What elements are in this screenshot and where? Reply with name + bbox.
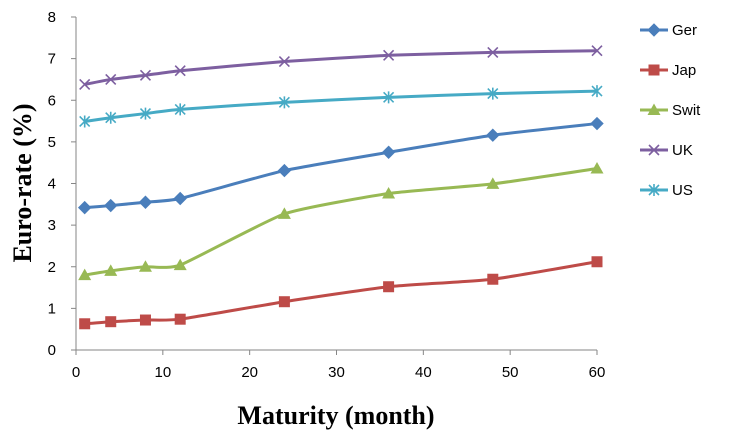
y-tick-label: 8: [48, 9, 56, 26]
data-point-uk: [139, 69, 152, 81]
y-tick-label: 5: [48, 134, 56, 151]
data-point-ger: [590, 116, 604, 131]
x-tick-label: 50: [502, 364, 519, 381]
legend-item-swit: Swit: [640, 102, 701, 119]
legend-item-ger: Ger: [640, 22, 697, 39]
legend-marker-us: [648, 184, 660, 196]
data-point-swit: [277, 207, 291, 219]
y-tick-label: 0: [48, 342, 56, 359]
data-point-jap: [139, 314, 151, 326]
y-tick-label: 3: [48, 217, 56, 234]
data-point-uk: [278, 55, 290, 68]
y-axis-title: Euro-rate (%): [8, 103, 37, 262]
data-point-jap: [278, 296, 290, 308]
series-us: [79, 85, 603, 128]
data-point-swit: [590, 162, 604, 174]
data-point-uk: [174, 65, 186, 77]
x-tick-label: 60: [589, 364, 606, 381]
x-tick-label: 30: [328, 364, 345, 381]
series-line-jap: [84, 260, 598, 326]
data-point-ger: [77, 200, 92, 215]
legend-item-uk: UK: [640, 142, 693, 159]
series-ger: [77, 116, 604, 215]
data-point-ger: [381, 145, 396, 159]
data-point-uk: [105, 73, 117, 86]
legend-label: UK: [672, 142, 693, 159]
data-point-jap: [383, 281, 395, 293]
legend-marker-ger: [647, 23, 661, 37]
y-tick-label: 2: [48, 259, 56, 276]
axes: 0 1 2 3 4 5 6 7 8 0 10 20 30 40 50 60: [48, 9, 606, 381]
data-point-swit: [138, 260, 152, 272]
x-tick-label: 40: [415, 364, 432, 381]
data-point-ger: [173, 191, 187, 206]
x-tick-label: 0: [72, 364, 80, 381]
data-point-jap: [105, 316, 117, 328]
data-point-us: [383, 91, 395, 104]
data-point-jap: [591, 256, 603, 268]
data-point-ger: [486, 128, 500, 142]
data-point-swit: [104, 264, 118, 276]
data-point-jap: [487, 273, 499, 285]
data-point-uk: [79, 78, 91, 90]
y-tick-label: 4: [48, 176, 56, 193]
y-tick-label: 1: [48, 300, 56, 317]
data-point-us: [487, 87, 499, 100]
series-jap: [79, 256, 603, 330]
series-line-ger: [84, 122, 598, 210]
data-point-us: [278, 96, 290, 109]
data-point-swit: [382, 186, 396, 199]
series-uk: [79, 45, 603, 90]
legend-label: US: [672, 182, 693, 199]
data-point-us: [79, 115, 91, 128]
series-swit: [78, 162, 604, 281]
legend-item-us: US: [640, 182, 693, 199]
data-point-us: [105, 111, 117, 124]
data-point-swit: [486, 177, 500, 189]
x-tick-label: 20: [241, 364, 258, 381]
data-point-jap: [174, 313, 186, 325]
legend-label: Swit: [672, 102, 701, 119]
y-tick-label: 7: [48, 51, 56, 68]
series-layer: [77, 45, 604, 330]
x-axis-title: Maturity (month): [237, 401, 434, 430]
series-line-swit: [84, 167, 598, 277]
data-point-swit: [78, 268, 92, 281]
data-point-uk: [487, 46, 499, 58]
legend-marker-jap: [648, 64, 660, 76]
data-point-us: [591, 85, 603, 98]
legend: Ger Jap Swit UK US: [640, 22, 701, 199]
data-point-uk: [383, 49, 395, 61]
series-line-us: [84, 89, 598, 123]
y-tick-label: 6: [48, 92, 56, 109]
data-point-us: [174, 103, 186, 116]
x-tick-label: 10: [154, 364, 171, 381]
legend-marker-uk: [648, 144, 660, 156]
data-point-ger: [104, 198, 118, 213]
legend-marker-swit: [647, 103, 661, 115]
data-point-ger: [138, 195, 153, 209]
data-point-uk: [591, 45, 603, 57]
legend-label: Jap: [672, 62, 696, 79]
legend-item-jap: Jap: [640, 62, 696, 79]
data-point-swit: [173, 258, 187, 271]
data-point-us: [139, 107, 152, 120]
series-line-uk: [84, 49, 598, 86]
data-point-ger: [277, 163, 292, 178]
data-point-jap: [79, 318, 91, 330]
legend-label: Ger: [672, 22, 697, 39]
